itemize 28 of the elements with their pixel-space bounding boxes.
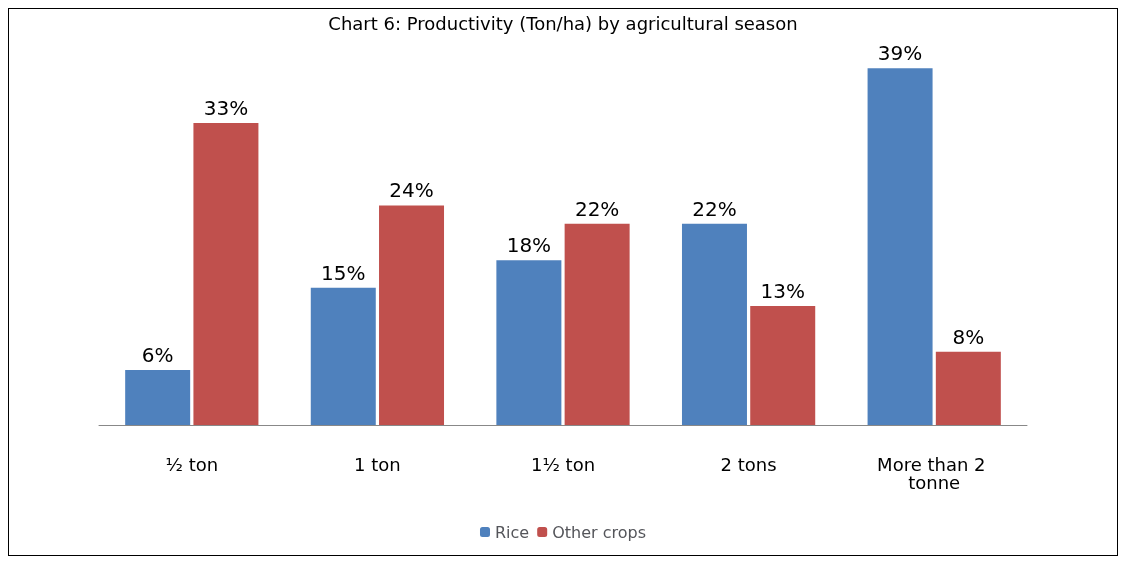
bar — [379, 205, 445, 425]
bar — [310, 287, 376, 425]
chart-title: Chart 6: Productivity (Ton/ha) by agricultural season — [328, 12, 798, 34]
bar — [193, 123, 259, 425]
x-tick-label: 1½ ton — [530, 453, 596, 475]
x-tick-label: ½ ton — [165, 453, 219, 475]
data-label: 22% — [574, 196, 620, 221]
bar — [750, 306, 816, 425]
data-label: 24% — [389, 178, 434, 203]
data-label: 8% — [952, 324, 985, 349]
x-tick-label: 1 ton — [354, 453, 401, 475]
data-label: 33% — [203, 96, 249, 121]
legend-label: Rice — [494, 522, 530, 542]
bar — [935, 351, 1001, 425]
x-tick-label: More than 2 tonne — [877, 453, 992, 493]
bar — [867, 68, 933, 425]
bar — [496, 260, 562, 425]
data-label: 13% — [760, 279, 805, 304]
data-label: 39% — [877, 41, 923, 66]
bar — [681, 223, 747, 425]
legend-label: Other crops — [552, 522, 647, 542]
bar — [564, 223, 630, 425]
bar — [125, 370, 191, 425]
data-label: 6% — [141, 343, 174, 368]
x-tick-label: 2 tons — [720, 453, 777, 475]
data-label: 15% — [321, 260, 366, 285]
data-label: 18% — [506, 233, 552, 258]
data-label: 22% — [692, 196, 737, 221]
